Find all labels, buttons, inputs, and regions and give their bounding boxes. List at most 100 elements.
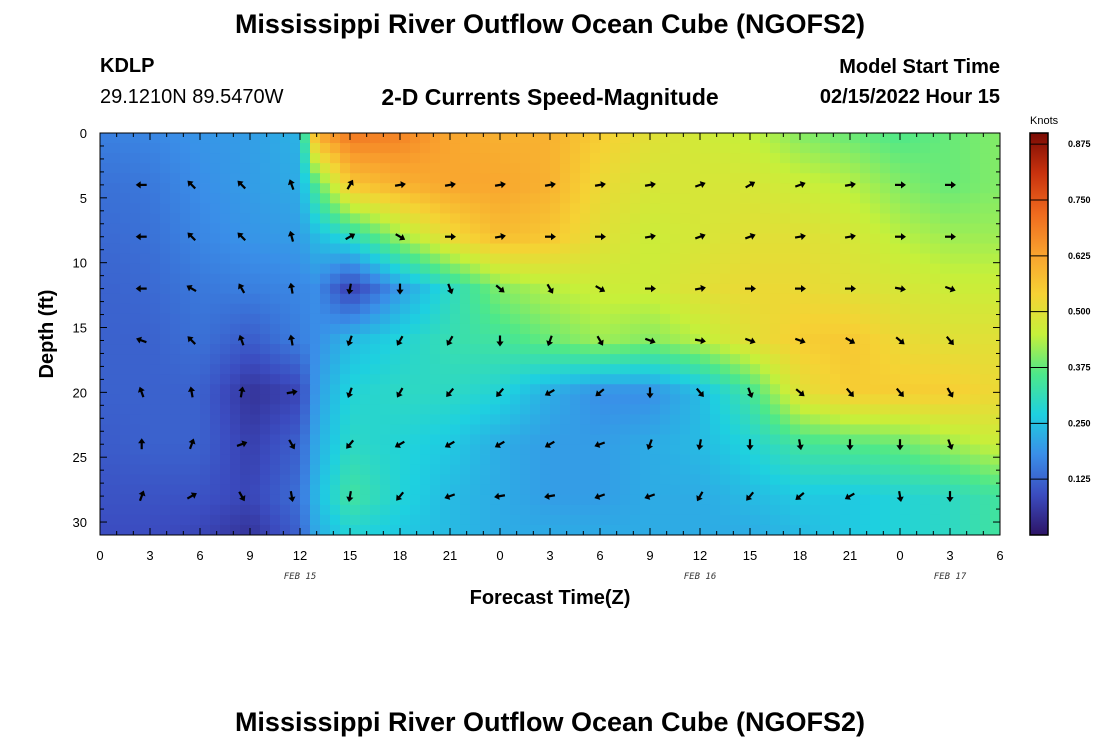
heatmap-cell	[600, 213, 611, 225]
heatmap-cell	[870, 354, 881, 365]
heatmap-cell	[240, 223, 251, 235]
heatmap-cell	[310, 193, 321, 204]
heatmap-cell	[920, 424, 931, 436]
heatmap-cell	[730, 524, 741, 535]
heatmap-cell	[270, 354, 281, 365]
heatmap-cell	[290, 394, 301, 405]
heatmap-cell	[720, 243, 731, 255]
heatmap-cell	[530, 243, 541, 255]
heatmap-cell	[960, 524, 971, 535]
heatmap-cell	[310, 504, 321, 516]
heatmap-cell	[200, 464, 211, 476]
heatmap-cell	[890, 153, 901, 164]
heatmap-cell	[510, 143, 521, 154]
heatmap-cell	[760, 424, 771, 436]
heatmap-cell	[150, 283, 161, 295]
heatmap-cell	[310, 273, 321, 285]
heatmap-cell	[490, 143, 501, 154]
heatmap-cell	[770, 484, 781, 496]
heatmap-cell	[780, 484, 791, 496]
heatmap-cell	[650, 263, 661, 275]
heatmap-cell	[630, 444, 641, 456]
heatmap-cell	[850, 263, 861, 275]
heatmap-cell	[280, 173, 291, 184]
x-tick-label: 15	[343, 548, 357, 563]
heatmap-cell	[360, 153, 371, 164]
heatmap-cell	[260, 203, 271, 214]
heatmap-cell	[440, 313, 451, 325]
heatmap-cell	[210, 213, 221, 225]
heatmap-cell	[970, 434, 981, 446]
current-vector	[544, 181, 556, 189]
heatmap-cell	[580, 253, 591, 265]
heatmap-cell	[200, 474, 211, 486]
heatmap-cell	[550, 354, 561, 365]
heatmap-cell	[940, 354, 951, 365]
heatmap-cell	[450, 354, 461, 365]
colorbar-unit: Knots	[1030, 115, 1059, 127]
heatmap-cell	[700, 253, 711, 265]
heatmap-cell	[930, 183, 941, 194]
heatmap-cell	[870, 313, 881, 325]
heatmap-cell	[900, 203, 911, 214]
heatmap-cell	[150, 354, 161, 365]
heatmap-cell	[320, 514, 331, 526]
heatmap-cell	[260, 243, 271, 255]
heatmap-cell	[400, 323, 411, 335]
heatmap-cell	[250, 253, 261, 265]
heatmap-cell	[190, 424, 201, 436]
heatmap-cell	[180, 444, 191, 456]
heatmap-cell	[970, 213, 981, 225]
heatmap-cell	[200, 283, 211, 295]
heatmap-cell	[190, 524, 201, 535]
heatmap-cell	[230, 233, 241, 245]
heatmap-cell	[370, 143, 381, 154]
heatmap-cell	[720, 524, 731, 535]
heatmap-cell	[600, 323, 611, 335]
heatmap-cell	[520, 504, 531, 516]
heatmap-cell	[520, 414, 531, 426]
heatmap-cell	[430, 143, 441, 154]
heatmap-cell	[910, 323, 921, 335]
heatmap-cell	[210, 163, 221, 174]
heatmap-cell	[540, 143, 551, 154]
heatmap-cell	[220, 243, 231, 255]
heatmap-cell	[140, 524, 151, 535]
heatmap-cell	[570, 404, 581, 415]
heatmap-cell	[990, 414, 1000, 426]
heatmap-cell	[720, 484, 731, 496]
heatmap-cell	[400, 293, 411, 305]
heatmap-cell	[850, 303, 861, 315]
heatmap-cell	[330, 283, 341, 295]
heatmap-cell	[830, 454, 841, 466]
heatmap-cell	[290, 514, 301, 526]
heatmap-cell	[420, 434, 431, 446]
heatmap-cell	[610, 454, 621, 466]
heatmap-cell	[170, 243, 181, 255]
heatmap-cell	[820, 494, 831, 506]
heatmap-cell	[760, 334, 771, 345]
heatmap-cell	[910, 173, 921, 184]
heatmap-cell	[830, 364, 841, 375]
heatmap-cell	[340, 253, 351, 265]
heatmap-cell	[550, 283, 561, 295]
heatmap-cell	[130, 183, 141, 194]
heatmap-cell	[830, 203, 841, 214]
heatmap-cell	[790, 193, 801, 204]
heatmap-cell	[630, 494, 641, 506]
heatmap-cell	[490, 183, 501, 194]
heatmap-cell	[720, 233, 731, 245]
heatmap-cell	[490, 233, 501, 245]
heatmap-cell	[400, 223, 411, 235]
heatmap-cell	[110, 344, 121, 355]
chart-subtitle: 2-D Currents Speed-Magnitude	[381, 84, 719, 110]
heatmap-cell	[180, 354, 191, 365]
heatmap-cell	[250, 213, 261, 225]
heatmap-cell	[170, 474, 181, 486]
heatmap-cell	[490, 213, 501, 225]
heatmap-cell	[230, 334, 241, 345]
heatmap-cell	[320, 273, 331, 285]
heatmap-cell	[230, 364, 241, 375]
heatmap-cell	[740, 233, 751, 245]
heatmap-cell	[150, 183, 161, 194]
